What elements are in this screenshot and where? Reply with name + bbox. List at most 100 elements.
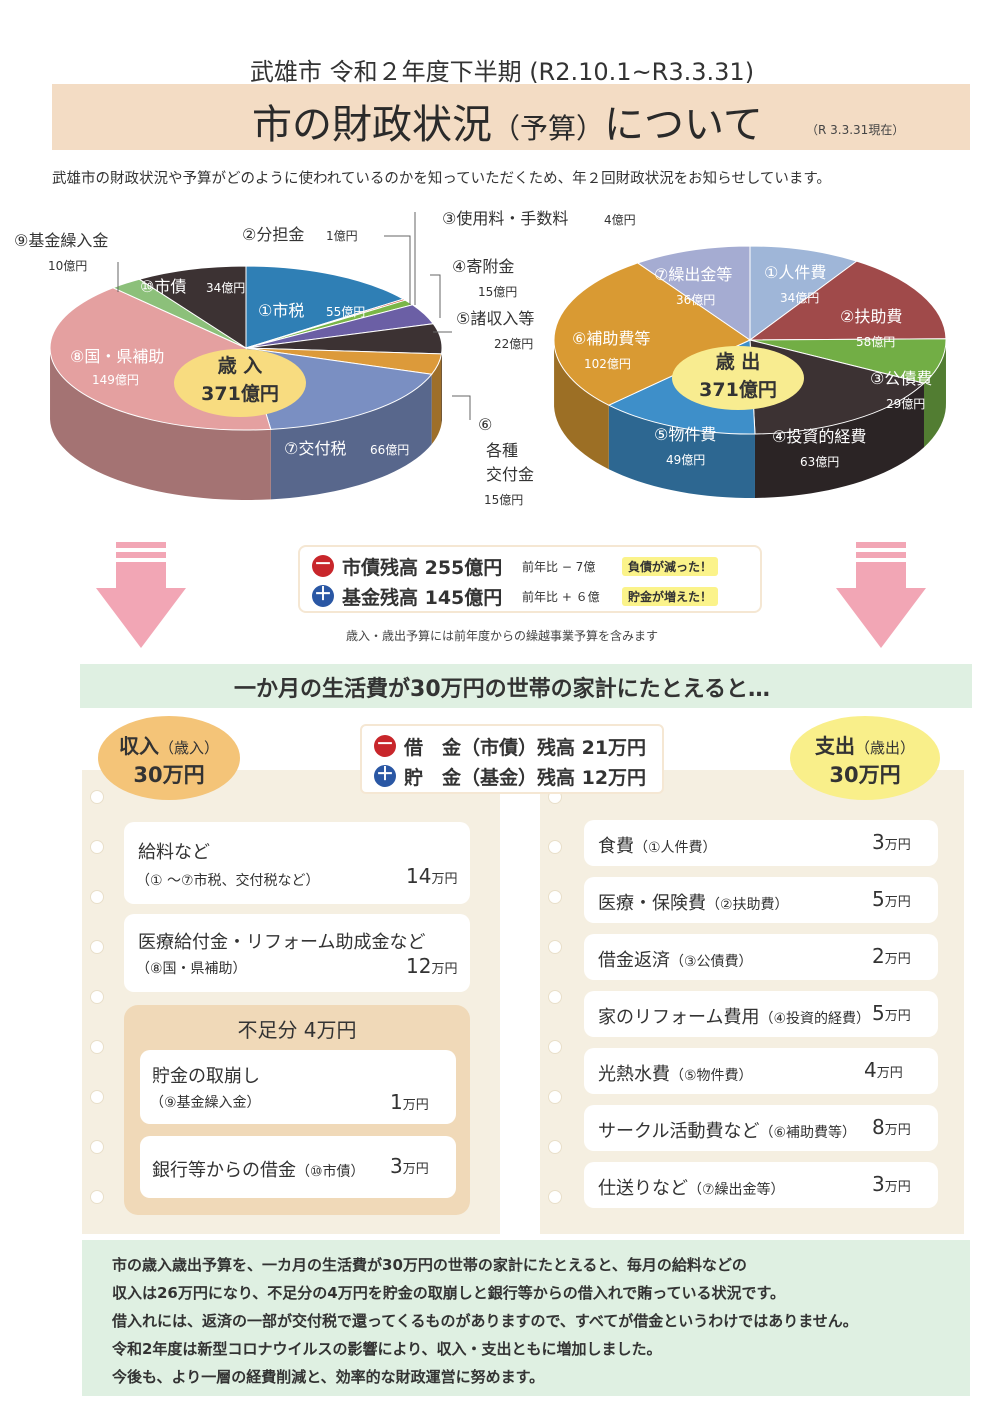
expense-item-unit: 万円 [876, 1066, 903, 1081]
exp-label-s3: ③公債費 [870, 369, 932, 388]
binder-hole-icon [90, 1190, 104, 1204]
expense-pie-chart: 歳 出 371億円 ①人件費 34億円 ②扶助費 58億円 ③公債費 29億円 … [553, 245, 947, 498]
debt-note: 負債が減った！ [622, 556, 719, 576]
title-paren-text: （予算） [492, 112, 605, 145]
rev-value-s7: 66億円 [370, 443, 409, 457]
expense-slice-side-4 [754, 383, 924, 498]
exp-label-s1: ①人件費 [764, 263, 826, 282]
revenue-slice-side-8 [50, 349, 271, 500]
exp-label-s5: ⑤物件費 [654, 425, 716, 444]
income-item-card: 給料など （① 〜⑦市税、交付税など） 14万円 [124, 822, 470, 904]
title-tail-text: について [604, 102, 763, 148]
binder-hole-icon [548, 1040, 562, 1054]
expense-item-unit: 万円 [884, 1123, 911, 1138]
expense-badge-label: 支出 [814, 734, 855, 758]
rev-label-s2: ②分担金 [242, 225, 304, 244]
expense-slice-side-3 [923, 338, 946, 448]
expense-item-note: （⑦繰出金等） [688, 1182, 785, 1198]
shortage-item-unit: 万円 [402, 1162, 429, 1177]
expense-badge-sublabel: （歳出） [854, 739, 915, 757]
expense-item-amount: 3 [872, 830, 885, 854]
expense-item-note: （④投資的経費） [759, 1011, 871, 1027]
rev-value-s8: 149億円 [92, 373, 139, 387]
conclusion-box: 市の歳入歳出予算を、一カ月の生活費が30万円の世帯の家計にたとえると、毎月の給料… [82, 1240, 970, 1396]
expense-slice-side-6 [554, 342, 609, 470]
exp-value-s6: 102億円 [584, 357, 631, 371]
rev-label-s6a: ⑥ [478, 415, 492, 434]
expense-item-card: 食費（①人件費） 3万円 [584, 820, 938, 866]
expense-item-card: 光熱水費（⑤物件費） 4万円 [584, 1048, 938, 1094]
income-item-label: 給料など [138, 842, 210, 863]
page-title: 市の財政状況（予算）について [252, 92, 763, 150]
revenue-pie-slices [49, 265, 443, 431]
expense-slice-side-5 [608, 405, 755, 498]
rev-value-s9: 10億円 [48, 259, 87, 273]
conclusion-line: 借入れには、返済の一部が交付税で還ってくるものがありますので、すべてが借金という… [112, 1312, 858, 1330]
debt-balance-row: － 市債残高 255億円 前年比 − 7億 負債が減った！ [312, 552, 719, 580]
binder-hole-icon [90, 890, 104, 904]
income-item-note: （① 〜⑦市税、交付税など） [136, 873, 320, 889]
fund-diff: 前年比 + ６億 [522, 589, 600, 604]
revenue-pie-sides [50, 349, 442, 500]
expense-center-total: 371億円 [699, 378, 777, 401]
intro-text: 武雄市の財政状況や予算がどのように使われているのかを知っていただくため、年２回財… [52, 171, 831, 187]
expense-item-card: 仕送りなど（⑦繰出金等） 3万円 [584, 1162, 938, 1208]
expense-item-label: 光熱水費 [598, 1064, 670, 1085]
expense-item-label: 食費 [598, 836, 634, 857]
loan-row: － 借 金（市債）残高 21万円 [374, 732, 646, 760]
expense-item-note: （⑤物件費） [670, 1068, 753, 1084]
expense-item-card: 借金返済（③公債費） 2万円 [584, 934, 938, 980]
expense-badge: 支出（歳出） 30万円 [790, 716, 940, 800]
rev-value-s2: 1億円 [326, 229, 358, 243]
binder-hole-icon [548, 890, 562, 904]
rev-label-s3: ③使用料・手数料 [442, 209, 568, 228]
plus-icon: ＋ [374, 764, 396, 787]
income-item-amount: 12 [406, 954, 432, 978]
carryover-note: 歳入・歳出予算には前年度からの繰越事業予算を含みます [345, 629, 658, 643]
rev-value-s1: 55億円 [326, 305, 365, 319]
rev-value-s4: 15億円 [478, 285, 517, 299]
exp-label-s4: ④投資的経費 [772, 427, 866, 446]
exp-value-s4: 63億円 [800, 455, 839, 469]
expense-item-amount: 2 [872, 944, 885, 968]
rev-value-s5: 22億円 [494, 337, 533, 351]
income-badge: 収入（歳入） 30万円 [98, 716, 240, 800]
expense-item-unit: 万円 [884, 838, 911, 853]
fund-note: 貯金が増えた！ [622, 586, 719, 606]
expense-item-label: 家のリフォーム費用 [598, 1007, 760, 1028]
binder-hole-icon [548, 1140, 562, 1154]
income-item-unit: 万円 [431, 962, 458, 977]
revenue-slice-10 [138, 265, 247, 349]
income-badge-label: 収入 [118, 734, 159, 758]
expense-slice-7 [636, 245, 751, 341]
expense-item-unit: 万円 [884, 1009, 911, 1024]
expense-item-label: サークル活動費など [598, 1121, 760, 1142]
exp-label-s6: ⑥補助費等 [572, 329, 650, 348]
binder-hole-icon [90, 840, 104, 854]
expense-item-label: 医療・保険費 [598, 893, 706, 914]
rev-label-s7: ⑦交付税 [284, 439, 346, 458]
minus-icon: － [312, 554, 334, 577]
fund-balance-row: ＋ 基金残高 145億円 前年比 + ６億 貯金が増えた！ [312, 582, 719, 610]
revenue-center-title: 歳 入 [218, 355, 263, 377]
rev-label-s8: ⑧国・県補助 [70, 347, 164, 366]
expense-item-note: （⑥補助費等） [759, 1125, 857, 1141]
binder-hole-icon [548, 990, 562, 1004]
fund-balance: 基金残高 145億円 [342, 586, 503, 609]
conclusion-line: 収入は26万円になり、不足分の4万円を貯金の取崩しと銀行等からの借入れで賄ってい… [112, 1284, 786, 1302]
plus-icon: ＋ [312, 584, 334, 607]
income-badge-amount: 30万円 [133, 763, 205, 787]
shortage-title: 不足分 4万円 [237, 1018, 357, 1042]
expense-item-label: 仕送りなど [598, 1178, 688, 1199]
shortage-item-note: （⑨基金繰入金） [150, 1095, 261, 1111]
savings-row: ＋ 貯 金（基金）残高 12万円 [374, 762, 646, 790]
exp-value-s7: 36億円 [676, 293, 715, 307]
exp-value-s3: 29億円 [886, 397, 925, 411]
expense-item-label: 借金返済 [598, 950, 670, 971]
income-item-amount: 14 [406, 864, 432, 888]
shortage-item-card: 貯金の取崩し （⑨基金繰入金） 1万円 [140, 1050, 456, 1124]
savings-balance: 貯 金（基金）残高 12万円 [404, 766, 647, 789]
binder-hole-icon [548, 840, 562, 854]
binder-hole-icon [90, 990, 104, 1004]
shortage-item-card: 銀行等からの借金（⑩市債） 3万円 [140, 1136, 456, 1198]
